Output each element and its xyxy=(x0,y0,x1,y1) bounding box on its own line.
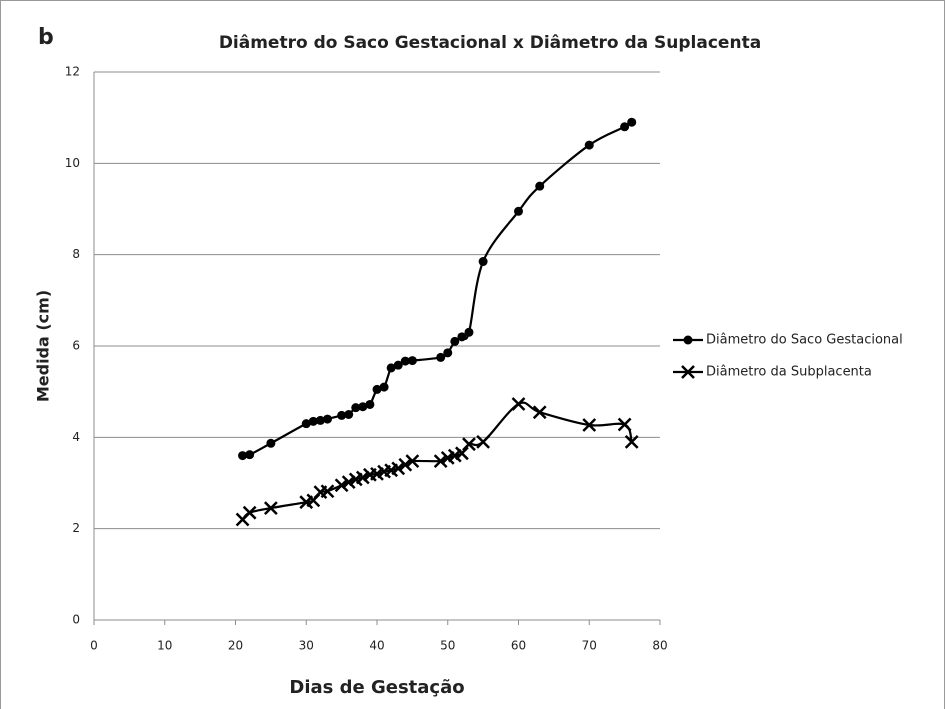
data-point xyxy=(433,454,448,468)
data-point xyxy=(443,348,453,358)
data-point xyxy=(315,415,325,425)
data-point xyxy=(334,478,349,493)
chart-title: Diâmetro do Saco Gestacional x Diâmetro … xyxy=(219,33,761,53)
data-point xyxy=(400,356,410,366)
y-tick-label: 2 xyxy=(72,521,80,535)
data-point xyxy=(242,505,257,520)
data-point xyxy=(337,410,347,420)
y-tick-label: 0 xyxy=(72,613,80,627)
data-point xyxy=(308,416,318,426)
data-point xyxy=(245,450,255,460)
data-point xyxy=(624,435,639,449)
data-point xyxy=(393,360,403,370)
y-tick-label: 6 xyxy=(72,339,80,353)
y-tick-label: 12 xyxy=(65,65,80,79)
x-tick-label: 50 xyxy=(440,639,455,653)
data-point xyxy=(584,140,594,150)
data-point xyxy=(355,470,370,485)
data-point xyxy=(391,461,406,476)
data-point xyxy=(358,402,368,412)
x-tick-label: 30 xyxy=(299,639,314,653)
data-point xyxy=(322,414,332,424)
data-point xyxy=(266,438,276,448)
x-tick-label: 80 xyxy=(652,639,667,653)
data-point xyxy=(478,257,488,267)
data-point xyxy=(620,122,630,132)
data-point xyxy=(407,356,417,366)
data-point xyxy=(301,419,311,429)
data-point xyxy=(398,457,413,472)
legend-label: Diâmetro do Saco Gestacional xyxy=(706,333,903,348)
data-point xyxy=(683,335,693,345)
data-point xyxy=(617,417,632,432)
x-tick-label: 40 xyxy=(369,639,384,653)
data-point xyxy=(476,435,491,449)
data-point xyxy=(464,327,474,337)
data-point xyxy=(263,501,278,516)
x-tick-label: 0 xyxy=(90,639,98,653)
data-point xyxy=(238,451,248,461)
data-point xyxy=(379,382,389,392)
x-axis-label: Dias de Gestação xyxy=(289,677,464,698)
x-tick-label: 60 xyxy=(511,639,526,653)
y-tick-label: 10 xyxy=(65,156,80,170)
data-point xyxy=(405,454,420,468)
x-tick-label: 70 xyxy=(582,639,597,653)
data-point xyxy=(514,206,523,216)
data-point xyxy=(582,418,597,432)
data-point xyxy=(535,181,545,191)
data-point xyxy=(457,332,467,342)
data-point xyxy=(320,484,335,499)
y-tick-label: 4 xyxy=(72,430,80,444)
x-tick-label: 10 xyxy=(157,639,172,653)
data-point xyxy=(351,403,361,413)
legend-label: Diâmetro da Subplacenta xyxy=(706,365,872,380)
x-tick-label: 20 xyxy=(228,639,243,653)
data-point xyxy=(681,365,695,379)
data-point xyxy=(532,405,547,420)
data-point xyxy=(450,336,460,346)
data-point xyxy=(341,475,356,489)
data-point xyxy=(511,397,526,411)
data-point xyxy=(627,117,637,127)
y-axis-label: Medida (cm) xyxy=(34,290,53,402)
data-point xyxy=(344,410,354,419)
data-point xyxy=(386,363,396,373)
data-point xyxy=(455,446,469,461)
data-point xyxy=(436,352,446,362)
data-point xyxy=(372,384,382,394)
data-point xyxy=(462,437,476,452)
data-point xyxy=(365,399,375,409)
y-tick-label: 8 xyxy=(72,247,80,261)
panel-label: b xyxy=(38,25,54,50)
